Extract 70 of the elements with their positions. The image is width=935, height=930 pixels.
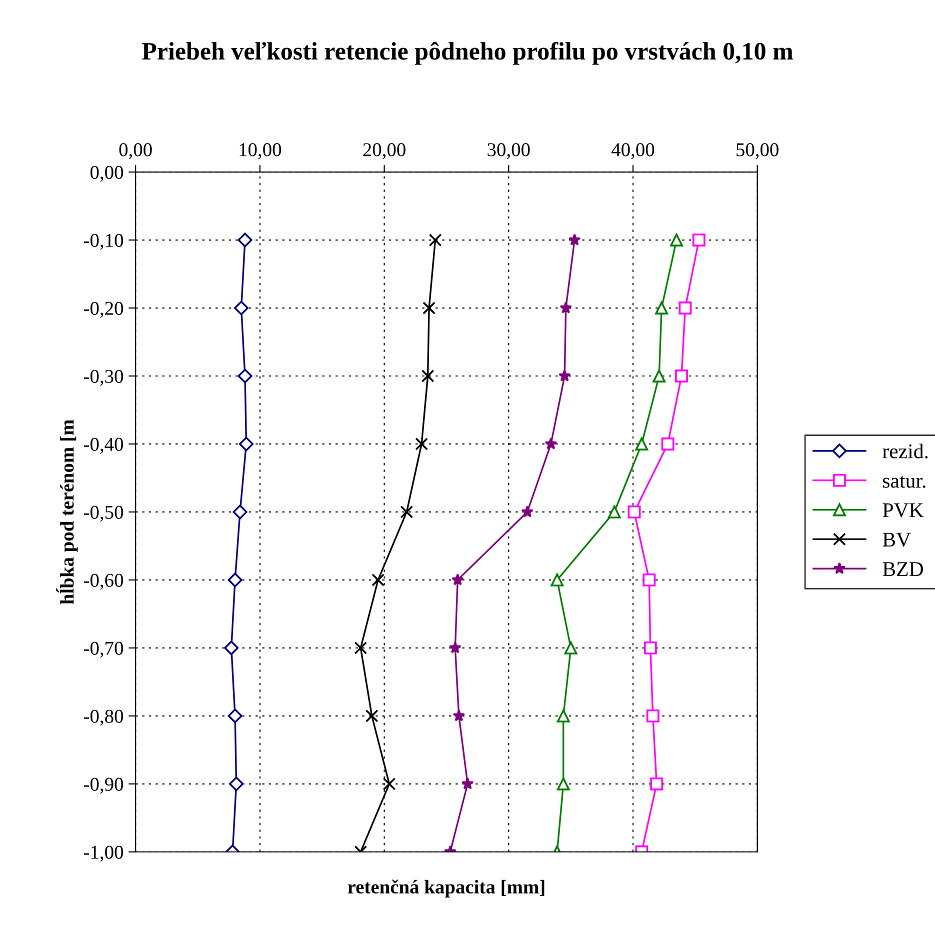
point [558,370,571,382]
point [644,641,657,654]
point [354,641,368,654]
point [608,506,621,518]
point [692,234,706,246]
point [224,640,239,656]
point [646,709,660,722]
y-tick-label: -0,30 [84,370,124,386]
point [448,641,462,654]
legend-label: rezid. [882,444,928,458]
point [461,777,474,790]
y-tick-label: -0,60 [84,574,124,590]
point [372,573,385,586]
legend-label: PVK [882,503,924,518]
point [228,572,242,588]
x-tick-label: 50,00 [736,143,778,160]
point [238,436,254,452]
point [234,300,249,316]
point [564,641,578,654]
point [568,234,581,246]
y-tick-label: 0,00 [90,166,124,182]
legend-label: satur. [883,476,926,488]
point [415,438,428,450]
x-tick-label: 30,00 [488,143,530,160]
point [550,573,564,586]
y-tick-label: -0,90 [84,778,124,794]
point [678,302,692,314]
y-tick-label: -0,80 [84,710,124,726]
point [451,573,464,586]
y-tick-label: -1,00 [84,846,124,862]
y-tick-label: -0,50 [84,506,124,522]
chart-title: Priebeh veľkosti retencie pôdneho profilu po vrstvách 0,10 m [142,42,793,65]
legend-label: BZD [882,562,923,576]
point [661,438,674,450]
point [229,776,244,792]
legend-label: BV [882,532,911,547]
point [521,506,534,518]
point [556,709,570,722]
point [228,708,242,724]
point [544,438,558,450]
point [675,370,688,382]
x-tick-label: 10,00 [240,143,282,160]
point [422,302,436,314]
point [382,777,396,790]
y-axis-title: hĺbka pod terénom [m [56,420,78,604]
point [238,368,252,384]
x-tick-label: 40,00 [612,143,654,160]
point [232,504,248,520]
point [650,777,664,790]
point [642,573,656,586]
y-tick-label: -0,40 [84,438,124,454]
point [652,370,666,382]
y-tick-label: -0,10 [84,234,124,250]
point [628,506,641,518]
point [365,709,378,722]
point [421,370,434,382]
point [556,777,570,790]
point [238,232,252,248]
point [635,438,648,450]
point [428,234,442,246]
y-tick-label: -0,70 [84,642,124,658]
x-tick-label: 0,00 [119,143,152,160]
y-tick-label: -0,20 [84,302,124,318]
x-tick-label: 20,00 [363,143,406,160]
point [452,709,466,722]
point [400,506,414,518]
point [670,234,683,246]
point [655,302,668,314]
point [560,302,572,314]
x-axis-title: retenčná kapacita [mm] [348,880,544,898]
